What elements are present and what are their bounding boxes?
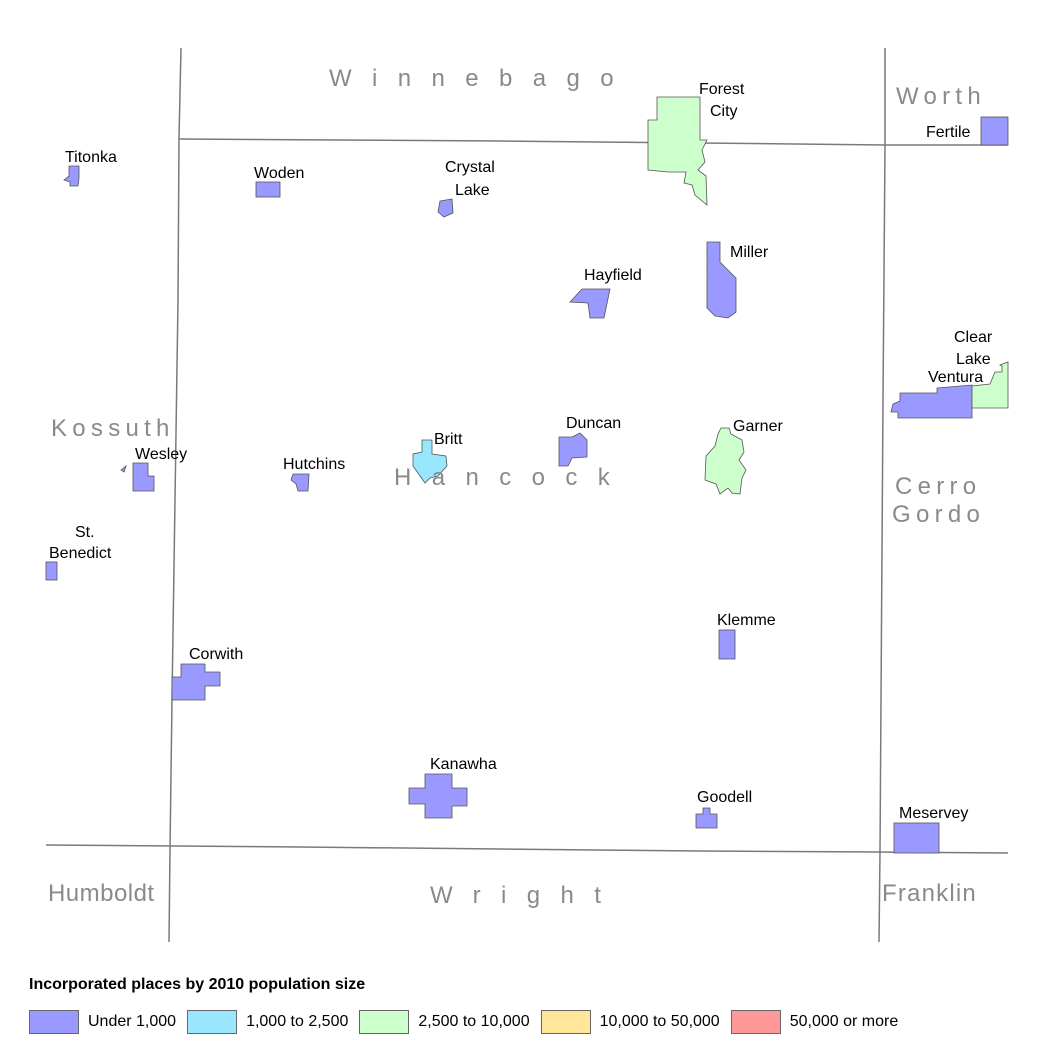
place-label-klemme: Klemme [717,612,776,629]
legend: Under 1,000 1,000 to 2,500 2,500 to 10,0… [29,1010,909,1034]
legend-item-2500-10000: 2,500 to 10,000 [359,1010,530,1034]
county-labels: Winnebago Worth Kossuth Hancock Cerro Go… [48,65,986,909]
place-label-kanawha: Kanawha [430,756,497,773]
place-label-clear-lake-line2: Lake [956,351,991,368]
legend-swatch [730,1010,781,1034]
legend-label: 10,000 to 50,000 [599,1013,720,1030]
place-label-corwith: Corwith [189,646,243,663]
county-label-winnebago: Winnebago [329,65,634,92]
place-label-fertile: Fertile [926,124,971,141]
places [45,96,1009,854]
legend-label: 50,000 or more [789,1013,899,1030]
meservey-area[interactable] [893,822,940,854]
place-label-st: St. [75,524,95,541]
legend-item-10000-50000: 10,000 to 50,000 [540,1010,720,1034]
place-label-garner: Garner [733,418,783,435]
woden-area[interactable] [255,181,281,198]
legend-item-1000-2500: 1,000 to 2,500 [187,1010,348,1034]
hayfield-area[interactable] [569,288,611,319]
britt-area[interactable] [412,439,448,484]
place-label-lake: Lake [455,182,490,199]
place-label-titonka: Titonka [65,149,117,166]
boundary-east [878,48,886,943]
legend-title: Incorporated places by 2010 population s… [29,976,366,993]
boundary-south [45,844,1009,854]
county-label-wright: Wright [430,882,621,909]
titonka-area[interactable] [63,165,80,187]
place-label-meservey: Meservey [899,805,968,822]
ventura-area[interactable] [890,384,973,419]
boundary-north [178,138,1008,146]
place-label-crystal: Crystal [445,159,495,176]
garner-area[interactable] [704,427,747,495]
st-benedict-area[interactable] [45,561,58,581]
kanawha-area[interactable] [408,773,468,819]
hutchins-area[interactable] [290,473,310,492]
place-label-woden: Woden [254,165,304,182]
legend-swatch [540,1010,591,1034]
legend-item-50000-plus: 50,000 or more [730,1010,899,1034]
place-label-britt: Britt [434,431,463,448]
legend-swatch [187,1010,238,1034]
legend-item-under-1000: Under 1,000 [29,1010,176,1034]
legend-swatch [29,1010,79,1034]
county-label-franklin: Franklin [882,880,977,907]
county-label-worth: Worth [896,83,986,110]
place-labels: Titonka Woden Crystal Lake Forest City F… [49,81,993,822]
fertile-area[interactable] [980,116,1009,146]
place-label-benedict: Benedict [49,545,112,562]
crystal-lake-area[interactable] [437,198,454,218]
place-label-miller: Miller [730,244,769,261]
clear-lake-area[interactable] [971,361,1009,409]
place-label-ventura: Ventura [928,369,983,386]
place-label-wesley: Wesley [135,446,187,463]
legend-label: 1,000 to 2,500 [246,1013,349,1030]
wesley-area[interactable] [120,462,155,492]
county-label-hancock: Hancock [394,464,630,491]
forest-city-area[interactable] [647,96,708,206]
place-label-hayfield: Hayfield [584,267,642,284]
goodell-area[interactable] [695,807,718,829]
place-label-city: City [710,103,738,120]
legend-label: 2,500 to 10,000 [418,1013,530,1030]
county-label-kossuth: Kossuth [51,415,175,442]
legend-label: Under 1,000 [88,1013,177,1030]
place-label-clear: Clear [954,329,993,346]
county-label-cerro: Cerro [895,473,981,500]
place-label-goodell: Goodell [697,789,752,806]
place-label-hutchins: Hutchins [283,456,345,473]
place-label-duncan: Duncan [566,415,621,432]
boundary-west [168,47,182,943]
county-boundaries [45,47,1009,943]
duncan-area[interactable] [558,432,588,467]
miller-area[interactable] [706,241,737,319]
place-label-forest: Forest [699,81,745,98]
klemme-area[interactable] [718,629,736,660]
corwith-area[interactable] [171,663,221,701]
county-label-humboldt: Humboldt [48,880,155,907]
county-label-gordo: Gordo [892,501,985,528]
legend-swatch [359,1010,410,1034]
